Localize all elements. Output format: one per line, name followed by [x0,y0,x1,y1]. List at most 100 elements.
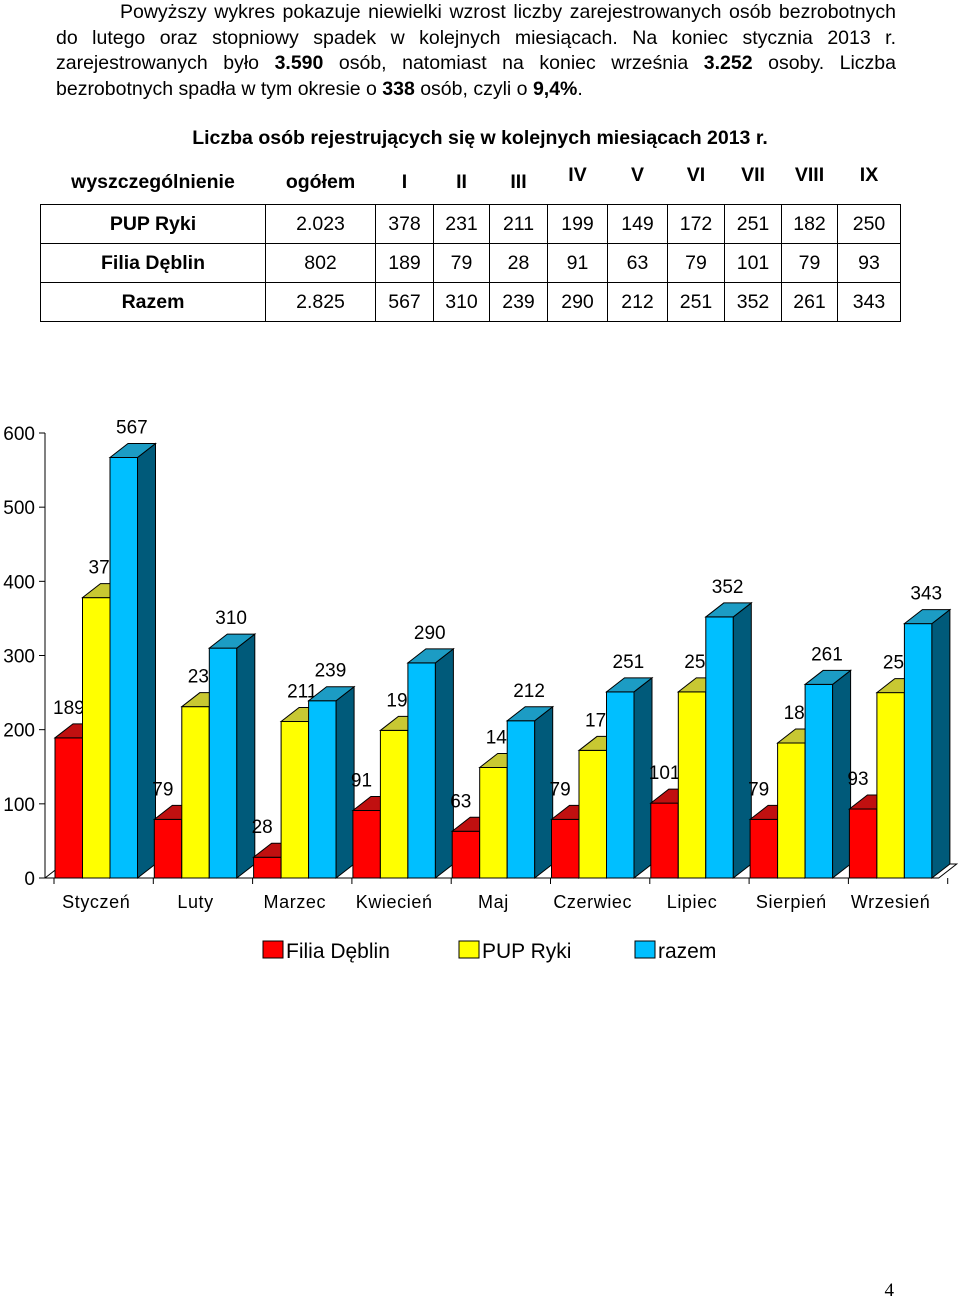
bar-filia-dęblin [451,830,481,879]
table-cell: 172 [667,204,725,244]
data-label: 63 [450,791,471,812]
bar-pup-ryki [82,597,111,879]
data-label: 101 [649,763,681,784]
table-cell: 79 [433,243,490,283]
data-label: 79 [748,779,769,800]
bar-pup-ryki [677,691,707,879]
table-cell: 378 [375,204,434,244]
header-cell: I [401,170,408,193]
table-cell: 352 [724,282,782,322]
legend-swatch [634,940,656,959]
data-label: 79 [152,779,173,800]
bar-filia-dęblin [551,818,580,879]
table-cell: 91 [547,243,608,283]
bar-razem [804,683,834,879]
bar-pup-ryki [379,729,409,879]
table-cell: 149 [607,204,668,244]
bar-pup-ryki [876,692,905,879]
table-cell: 189 [375,243,434,283]
data-label: 91 [351,771,372,792]
data-label: 310 [215,608,247,629]
legend-swatch [262,940,284,959]
intro-paragraph: Powyższy wykres pokazuje niewielki wzros… [56,0,896,102]
row-label: PUP Ryki [40,204,266,244]
bar-top [406,648,455,664]
table-cell: 567 [375,282,434,322]
table-row: Razem 2.825 567 310 239 290 212 251 352 … [40,282,901,322]
bar-pup-ryki [479,766,508,879]
bar-top [505,706,555,722]
para-text-5: . [577,77,583,100]
table-cell: 231 [433,204,490,244]
bar-pup-ryki [280,721,310,879]
x-tick-label: Lipiec [667,892,718,912]
x-tick-label: Styczeń [62,892,130,912]
bar-filia-dęblin [749,818,779,879]
header-cell: IX [859,164,879,186]
legend-swatch [458,940,480,959]
table-cell: 310 [433,282,490,322]
bar-razem [308,700,337,879]
table-cell: 199 [547,204,608,244]
row-label: Filia Dęblin [40,243,266,283]
y-tick-label: 600 [3,424,35,445]
bar-pup-ryki [777,742,806,879]
data-label: 261 [811,644,843,665]
bar-chart: 0100200300400500600189378567Styczeń79231… [3,417,959,963]
table-cell: 802 [265,243,376,283]
table-cell: 251 [667,282,725,322]
header-cell: wyszczególnienie [71,170,235,193]
para-text-2: osób, natomiast na koniec września [323,52,704,74]
table-row: PUP Ryki 2.023 378 231 211 199 149 172 2… [40,204,901,244]
bar-filia-dęblin [650,802,679,879]
data-label: 251 [613,652,645,673]
table-cell: 101 [724,243,782,283]
x-tick-label: Marzec [264,892,327,912]
para-bold-3: 338 [382,77,415,100]
bar-side [931,608,951,880]
y-tick-label: 300 [3,647,35,668]
table-cell: 2.023 [265,204,376,244]
table-cell: 290 [547,282,608,322]
bar-side [732,601,752,880]
bar-filia-dęblin [54,737,83,879]
bar-razem [705,616,734,879]
data-label: 239 [315,661,347,682]
table-cell: 261 [781,282,838,322]
legend-label: PUP Ryki [482,940,571,963]
table-cell: 79 [781,243,838,283]
data-label: 93 [847,769,868,790]
header-cell: IV [568,164,587,186]
para-bold-4: 9,4% [532,77,578,100]
bar-razem [109,456,138,879]
bar-pup-ryki [578,749,607,879]
table-cell: 211 [489,204,548,244]
x-tick-label: Maj [478,892,509,912]
table-cell: 2.825 [265,282,376,322]
bar-razem [407,662,436,879]
bar-top [704,602,753,618]
registrations-table: wyszczególnienie ogółem I II III IV V VI… [40,160,901,322]
page-number: 4 [884,1280,895,1301]
header-cell: II [456,170,467,193]
table-cell: 250 [837,204,901,244]
data-label: 290 [414,623,446,644]
para-text-4: osób, czyli o [414,77,533,100]
bar-filia-dęblin [153,818,183,879]
data-label: 343 [910,584,942,605]
table-cell: 63 [607,243,668,283]
table-cell: 251 [724,204,782,244]
bar-top [605,677,654,693]
row-label: Razem [40,282,266,322]
data-label: 352 [712,577,744,598]
y-tick-label: 100 [3,795,35,816]
data-label: 567 [116,417,148,438]
data-label: 211 [287,682,317,703]
table-cell: 28 [489,243,548,283]
bar-razem [606,691,635,879]
y-tick-label: 400 [3,572,35,593]
table-header-row: wyszczególnienie ogółem I II III IV V VI… [41,160,901,205]
data-label: 212 [513,681,545,702]
header-cell: III [510,170,527,193]
bar-filia-dęblin [253,856,282,879]
